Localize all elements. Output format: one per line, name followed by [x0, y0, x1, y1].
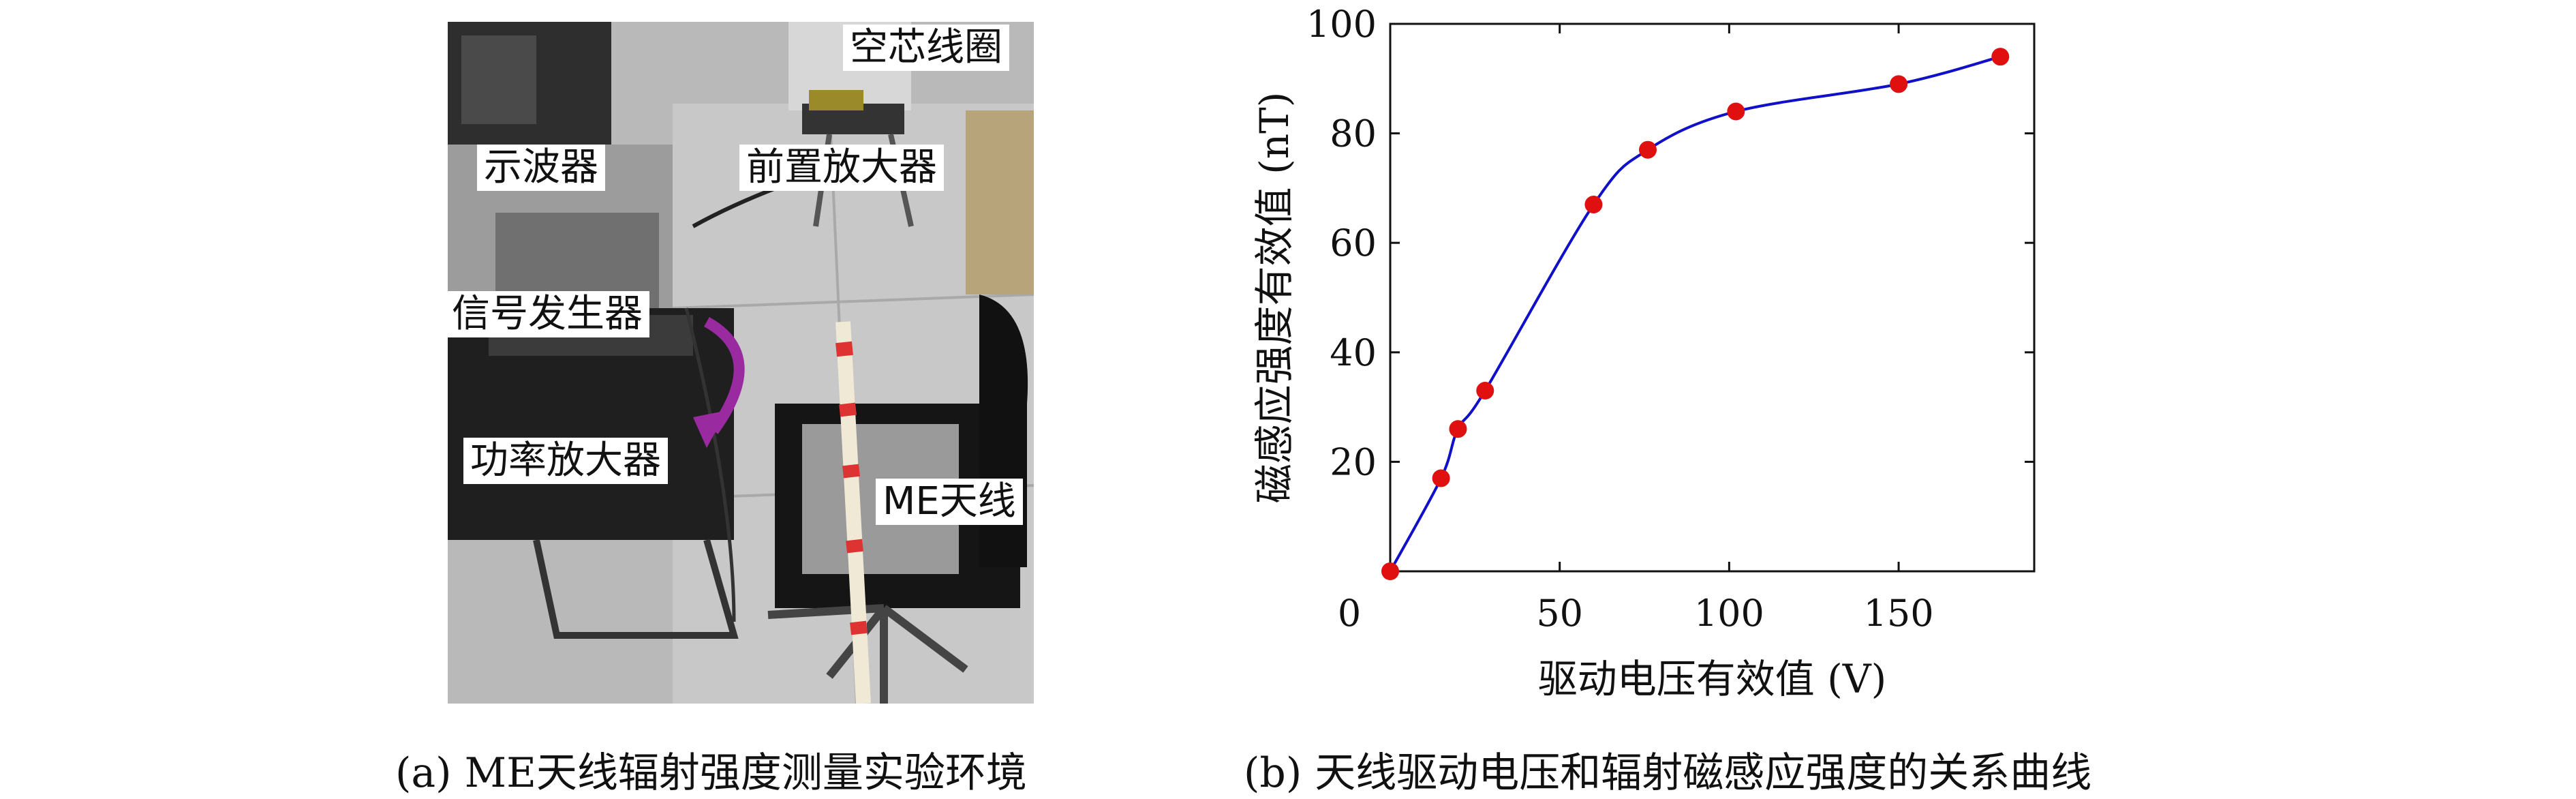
- data-point: [1890, 75, 1908, 93]
- label-coil: 空芯线圈: [843, 25, 1009, 71]
- y-axis-title: 磁感应强度有效值 (nT): [1251, 92, 1298, 504]
- experiment-photo-scene: [448, 22, 1034, 704]
- axis-ticks: 0 50 100 150 20 40 60 80 100: [1306, 3, 2034, 635]
- x-tick-label: 0: [1338, 592, 1361, 635]
- data-point: [1727, 102, 1745, 121]
- label-signal-generator: 信号发生器: [448, 291, 649, 337]
- y-tick-label: 20: [1330, 440, 1377, 483]
- caption-a: (a) ME天线辐射强度测量实验环境: [395, 749, 1027, 797]
- label-power-amp: 功率放大器: [463, 438, 668, 484]
- data-point: [1449, 420, 1467, 438]
- label-me-antenna: ME天线: [876, 479, 1023, 525]
- y-tick-label: 100: [1306, 3, 1377, 46]
- series-points: [1381, 48, 2010, 580]
- x-tick-label: 50: [1536, 592, 1583, 635]
- experiment-photo: 空芯线圈 示波器 前置放大器 信号发生器 功率放大器 ME天线: [448, 22, 1034, 704]
- data-point: [1432, 469, 1450, 487]
- caption-b: (b) 天线驱动电压和辐射磁感应强度的关系曲线: [1244, 749, 2092, 797]
- data-point: [1639, 140, 1657, 159]
- x-tick-label: 150: [1864, 592, 1934, 635]
- y-tick-label: 40: [1330, 331, 1377, 374]
- data-point: [1991, 48, 2010, 66]
- data-point: [1381, 562, 1399, 580]
- plot-border: [1389, 22, 2036, 573]
- x-axis-title: 驱动电压有效值 (V): [1538, 656, 1887, 702]
- y-tick-label: 80: [1330, 112, 1377, 155]
- data-point: [1584, 195, 1603, 213]
- data-point: [1476, 382, 1494, 400]
- chart: 0 50 100 150 20 40 60 80 100 驱动电压有效值 (V) 磁感应强度有效…: [1251, 3, 2036, 702]
- label-oscilloscope: 示波器: [477, 145, 605, 191]
- x-tick-label: 100: [1694, 592, 1764, 635]
- y-tick-label: 60: [1330, 222, 1377, 265]
- label-preamp: 前置放大器: [739, 145, 944, 191]
- series-curve: [1389, 55, 2001, 572]
- plot-area: [1389, 22, 2036, 573]
